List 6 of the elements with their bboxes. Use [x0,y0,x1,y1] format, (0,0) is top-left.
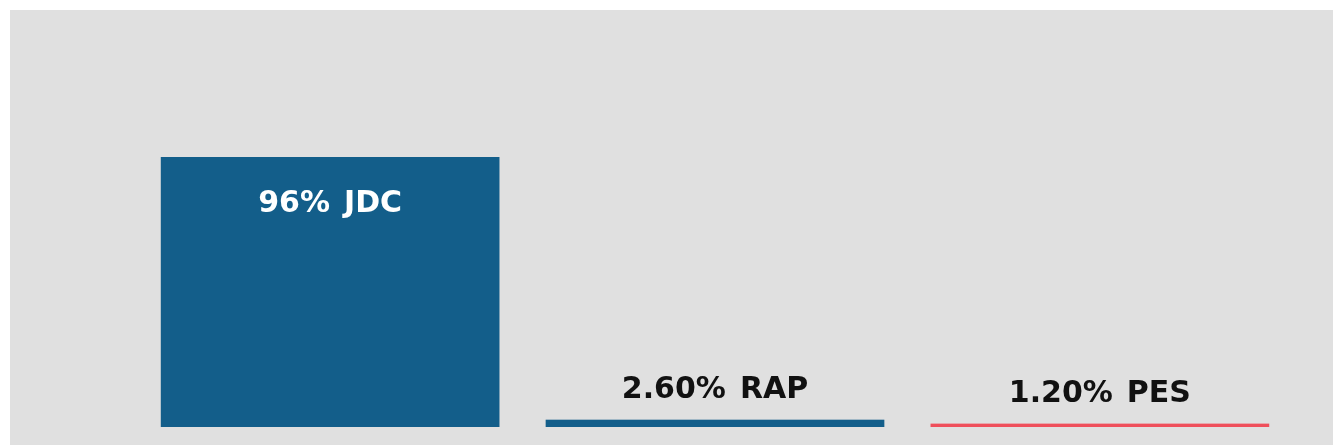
x-tick-label: RAP [739,369,809,405]
x-tick-label: JDC [341,184,403,219]
data-label: 2.60% [621,369,726,405]
data-label: 1.20% [1008,373,1113,409]
data-label: 96% [258,184,330,219]
x-tick-label: PES [1126,373,1191,409]
